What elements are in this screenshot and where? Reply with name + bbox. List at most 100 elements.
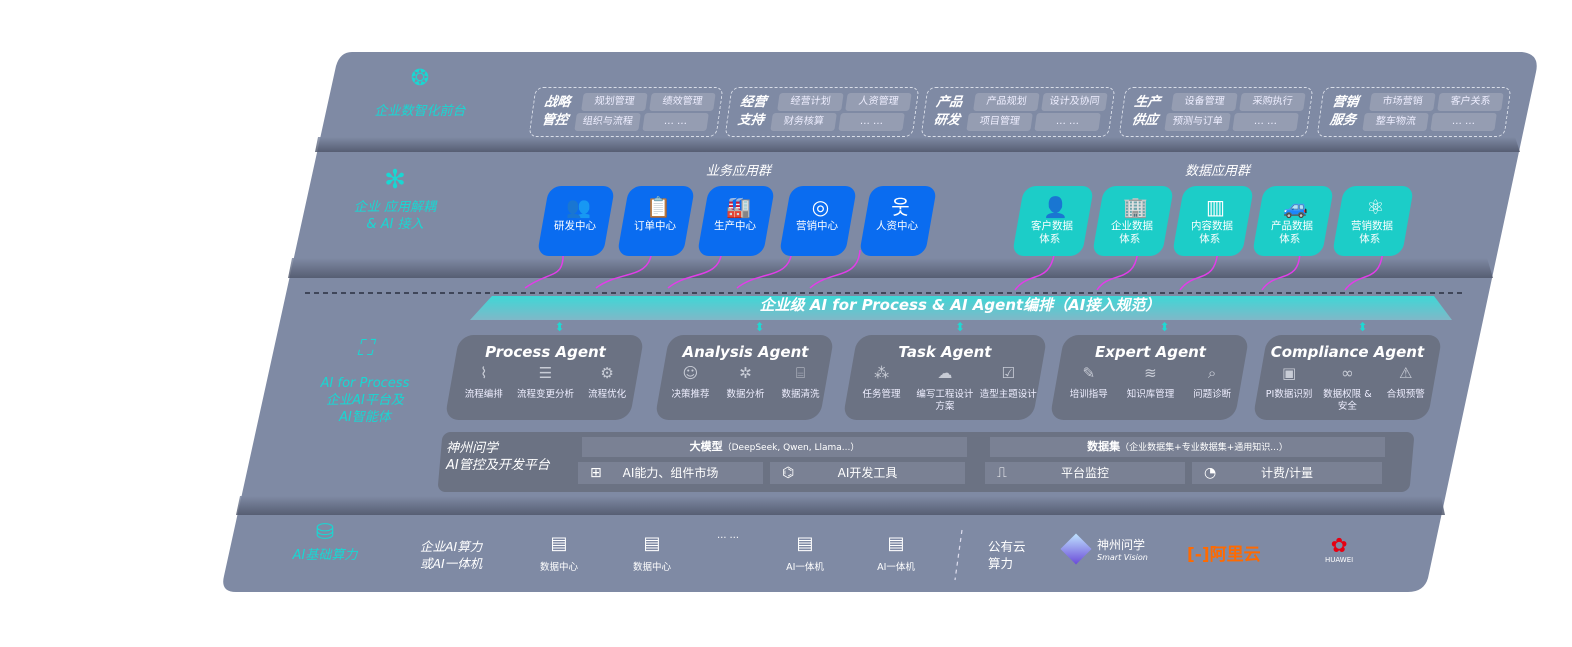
platform-tool[interactable]: ◔ 计费/计量 bbox=[1192, 462, 1382, 484]
private-compute-2: 或AI一体机 bbox=[420, 556, 483, 571]
layer-apps-label-1: 企业 应用解耦 bbox=[353, 200, 437, 215]
capability-chip[interactable]: 产品规划 bbox=[973, 93, 1040, 111]
id-card-icon: ▣ bbox=[1281, 364, 1297, 382]
compute-node-label: … … bbox=[716, 530, 740, 541]
agent-capability-label: 流程优化 bbox=[588, 389, 627, 400]
business-app-label: 人资中心 bbox=[876, 220, 919, 232]
dataset-note: （企业数据集+专业数据集+通用知识...） bbox=[1120, 443, 1288, 453]
agent-capability-label: 问题诊断 bbox=[1193, 389, 1232, 400]
platform-name-1: 神州问学 bbox=[446, 441, 499, 456]
platform-tool-label: AI能力、组件市场 bbox=[622, 466, 719, 480]
capability-chip[interactable]: … … bbox=[642, 113, 709, 131]
business-app-card[interactable]: 🏭 生产中心 bbox=[696, 186, 776, 256]
capability-chip[interactable]: 人资管理 bbox=[845, 93, 912, 111]
alert-icon: ⚠ bbox=[1398, 364, 1413, 382]
agent-capability-label: 数据清洗 bbox=[781, 389, 820, 400]
capability-chip[interactable]: 规划管理 bbox=[581, 93, 648, 111]
down-arrow-icon: ⬍ bbox=[1159, 320, 1170, 334]
capability-group: 产品 研发 产品规划 设计及协同 项目管理… … bbox=[920, 87, 1116, 137]
platform-tool[interactable]: ⊞ AI能力、组件市场 bbox=[578, 462, 763, 484]
layer-front-label: 企业数智化前台 bbox=[374, 104, 466, 119]
platform-tool[interactable]: ⎍ 平台监控 bbox=[985, 462, 1185, 484]
agent-capability-label: 流程编排 bbox=[464, 389, 503, 400]
business-app-card[interactable]: 웃 人资中心 bbox=[858, 186, 938, 256]
down-arrow-icon: ⬍ bbox=[554, 320, 565, 334]
data-app-card[interactable]: ▥ 内容数据 体系 bbox=[1171, 186, 1255, 256]
layer-compute-label: AI基础算力 bbox=[292, 548, 358, 563]
capability-group: 营销 服务 市场营销 客户关系 整车物流… … bbox=[1316, 87, 1512, 137]
agent-card[interactable]: Process Agent ⌇ 流程编排 ☰ 流程变更分析 ⚙ 流程优化 bbox=[444, 335, 645, 420]
layer-process: ⛶ AI for Process 企业AI平台及 AI智能体 bbox=[300, 338, 430, 426]
group-title-2: 支持 bbox=[736, 113, 765, 128]
capability-chip[interactable]: 经营计划 bbox=[777, 93, 844, 111]
agent-card[interactable]: Task Agent ⁂ 任务管理 ☁ 编写工程设计方案 ☑ 造型主题设计 bbox=[842, 335, 1048, 420]
agent-capability: ⌕ 问题诊断 bbox=[1182, 364, 1243, 401]
agent-name: Expert Agent bbox=[1094, 343, 1206, 361]
capability-chip[interactable]: … … bbox=[1430, 113, 1497, 131]
data-app-card[interactable]: 🚙 产品数据 体系 bbox=[1251, 186, 1335, 256]
factory-icon: 🏭 bbox=[726, 195, 751, 219]
atom-icon: ⚛ bbox=[1366, 195, 1385, 219]
agent-capability: ⚠ 合规预警 bbox=[1377, 364, 1435, 413]
platform-tool[interactable]: ⌬ AI开发工具 bbox=[770, 462, 965, 484]
gear-icon: ✲ bbox=[739, 364, 752, 382]
data-app-label-2: 体系 bbox=[1039, 233, 1061, 245]
group-title-1: 营销 bbox=[1331, 95, 1360, 110]
checklist-icon: ☑ bbox=[1001, 364, 1015, 382]
agent-name: Process Agent bbox=[485, 343, 606, 361]
data-app-card[interactable]: 🏢 企业数据 体系 bbox=[1091, 186, 1175, 256]
business-app-label: 生产中心 bbox=[714, 220, 757, 232]
capability-chip[interactable]: 财务核算 bbox=[770, 113, 837, 131]
capability-chip[interactable]: … … bbox=[1232, 113, 1299, 131]
public-compute-1: 公有云 bbox=[988, 539, 1026, 554]
capability-chip[interactable]: 预测与订单 bbox=[1164, 113, 1231, 131]
group-title-2: 研发 bbox=[932, 113, 961, 128]
server-icon: ▤ bbox=[796, 533, 814, 554]
agent-capability: ∞ 数据权限 & 安全 bbox=[1319, 364, 1377, 413]
group-title-2: 供应 bbox=[1130, 113, 1159, 128]
data-app-label-1: 内容数据 bbox=[1191, 220, 1234, 232]
agent-capability-label: 数据权限 & 安全 bbox=[1323, 389, 1372, 412]
capability-chip[interactable]: … … bbox=[1034, 113, 1101, 131]
group-title-2: 管控 bbox=[540, 113, 569, 128]
flow-chart-icon: ⌇ bbox=[480, 364, 488, 382]
platform-name-2: AI管控及开发平台 bbox=[446, 458, 550, 473]
books-icon: ▥ bbox=[1206, 195, 1225, 219]
capability-chip[interactable]: 设备管理 bbox=[1171, 93, 1238, 111]
data-app-label-2: 体系 bbox=[1119, 233, 1141, 245]
data-app-label-2: 体系 bbox=[1279, 233, 1301, 245]
compute-node: … … bbox=[698, 530, 758, 541]
agent-capability-label: 造型主题设计 bbox=[979, 389, 1037, 400]
agent-card[interactable]: Compliance Agent ▣ PI数据识别 ∞ 数据权限 & 安全 ⚠ 合规预警 bbox=[1252, 335, 1443, 420]
huawei-logo: ✿ HUAWEI bbox=[1325, 534, 1353, 564]
capability-chip[interactable]: 客户关系 bbox=[1437, 93, 1504, 111]
model-bar: 大模型（DeepSeek, Qwen, Llama...） bbox=[582, 437, 967, 457]
capability-chip[interactable]: 设计及协同 bbox=[1041, 93, 1108, 111]
agent-card[interactable]: Analysis Agent ☺ 决策推荐 ✲ 数据分析 ⌸ 数据清洗 bbox=[654, 335, 835, 420]
capability-chip[interactable]: 绩效管理 bbox=[649, 93, 716, 111]
diagnose-icon: ⌕ bbox=[1207, 364, 1217, 382]
data-app-card[interactable]: 👤 客户数据 体系 bbox=[1011, 186, 1095, 256]
agent-capability-label: PI数据识别 bbox=[1265, 389, 1313, 400]
business-app-card[interactable]: 📋 订单中心 bbox=[616, 186, 696, 256]
model-title: 大模型 bbox=[689, 440, 723, 453]
capability-chip[interactable]: 市场营销 bbox=[1369, 93, 1436, 111]
shenzhou-logo: 神州问学 Smart Vision bbox=[1060, 533, 1148, 565]
agent-capability: ✎ 培训指导 bbox=[1058, 364, 1119, 401]
layer-front: ❂ 企业数智化前台 bbox=[360, 68, 480, 120]
aliyun-logo: [-]阿里云 bbox=[1187, 540, 1261, 565]
business-app-card[interactable]: 👥 研发中心 bbox=[536, 186, 616, 256]
data-app-card[interactable]: ⚛ 营销数据 体系 bbox=[1331, 186, 1415, 256]
agent-capability: ⚙ 流程优化 bbox=[577, 364, 638, 401]
business-app-card[interactable]: ◎ 营销中心 bbox=[778, 186, 858, 256]
capability-chip[interactable]: 整车物流 bbox=[1362, 113, 1429, 131]
data-app-label-1: 产品数据 bbox=[1271, 220, 1314, 232]
capability-chip[interactable]: … … bbox=[838, 113, 905, 131]
capability-chip[interactable]: 组织与流程 bbox=[574, 113, 641, 131]
capability-chip[interactable]: 采购执行 bbox=[1239, 93, 1306, 111]
capability-chip[interactable]: 项目管理 bbox=[966, 113, 1033, 131]
agent-card[interactable]: Expert Agent ✎ 培训指导 ≋ 知识库管理 ⌕ 问题诊断 bbox=[1049, 335, 1250, 420]
agent-capability: ≋ 知识库管理 bbox=[1120, 364, 1181, 401]
agent-capability-label: 合规预警 bbox=[1386, 389, 1425, 400]
business-apps-title: 业务应用群 bbox=[706, 164, 772, 179]
